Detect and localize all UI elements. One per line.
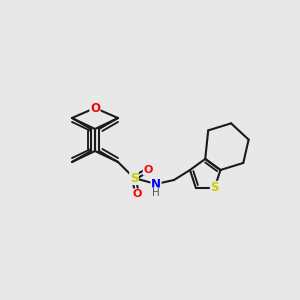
Text: N: N — [151, 178, 161, 190]
Text: S: S — [130, 172, 138, 184]
Text: O: O — [132, 189, 142, 199]
Text: O: O — [90, 101, 100, 115]
Text: H: H — [152, 188, 160, 198]
Text: O: O — [143, 165, 153, 175]
Text: S: S — [210, 182, 219, 194]
